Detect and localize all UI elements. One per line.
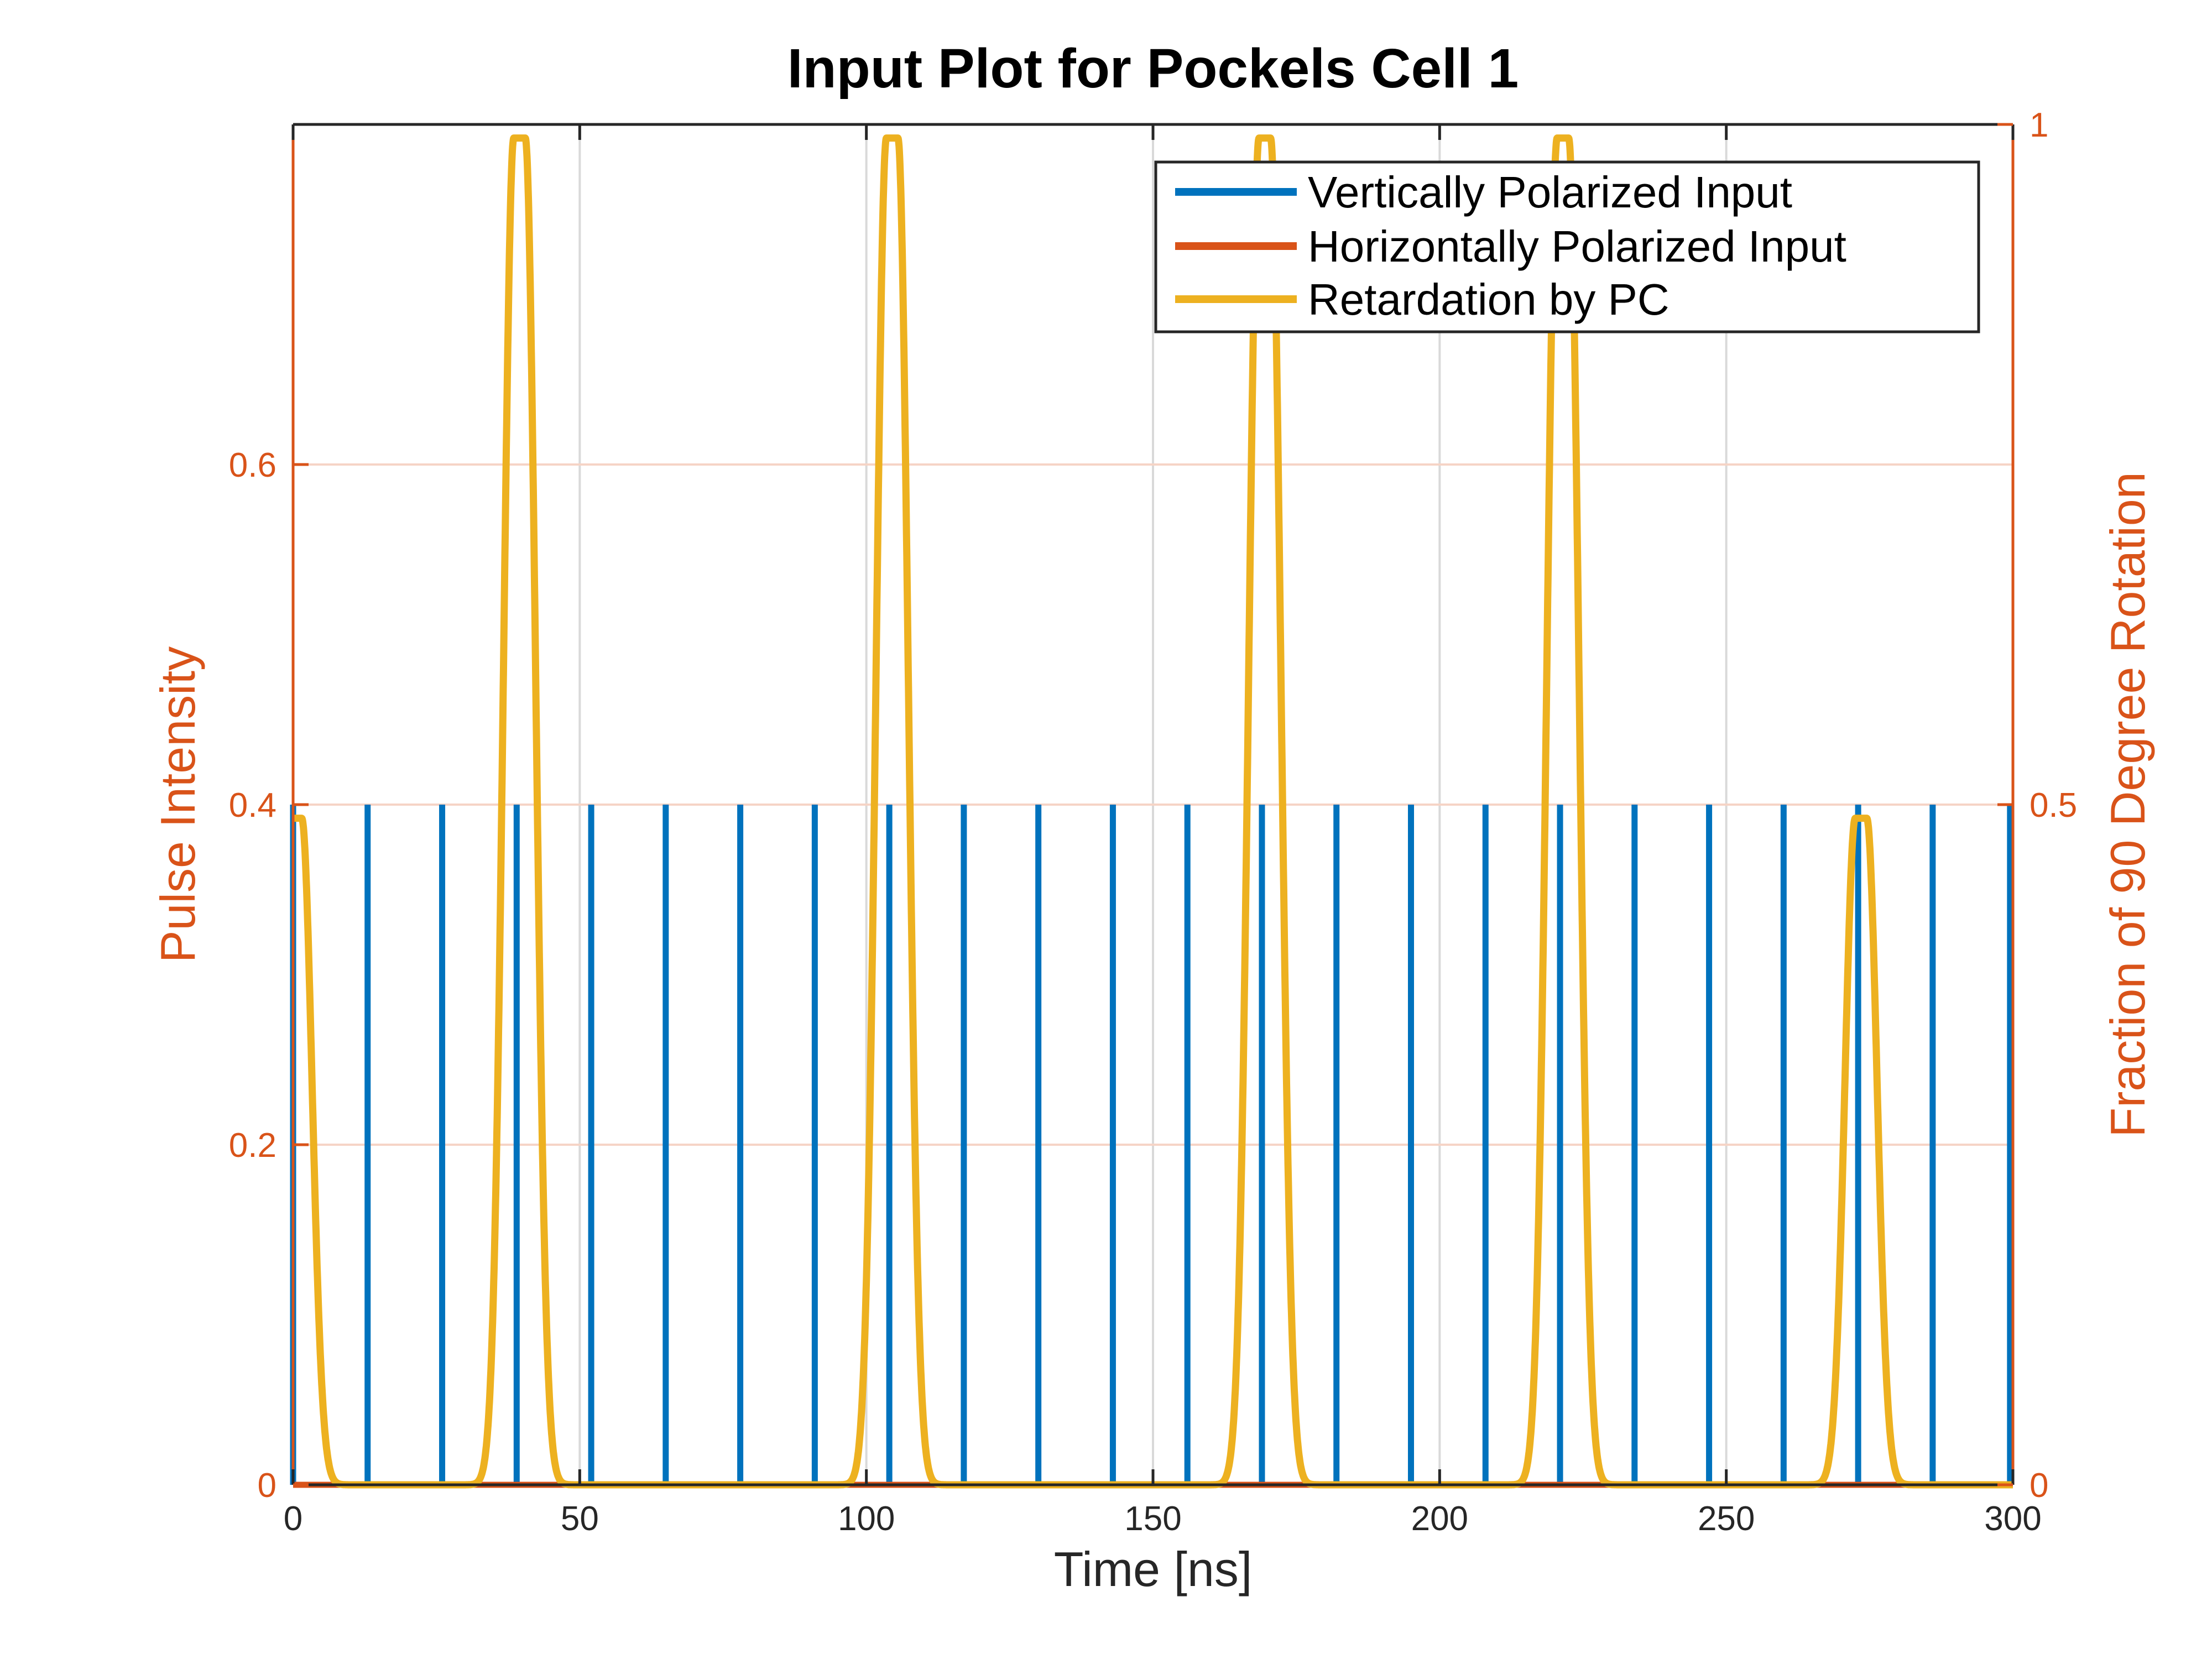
x-tick-label-4: 200: [1411, 1500, 1468, 1538]
y-tick-label-right-2: 1: [2030, 106, 2048, 144]
chart-title: Input Plot for Pockels Cell 1: [787, 38, 1519, 100]
legend-label-vertical: Vertically Polarized Input: [1308, 168, 1792, 217]
y-tick-label-right-0: 0: [2030, 1467, 2048, 1505]
legend-label-retardation: Retardation by PC: [1308, 275, 1670, 324]
y-axis-label-left: Pulse Intensity: [150, 646, 205, 963]
y-tick-label-left-1: 0.2: [229, 1126, 276, 1165]
y-tick-label-left-3: 0.6: [229, 446, 276, 484]
y-axis-label-right: Fraction of 90 Degree Rotation: [2100, 472, 2155, 1137]
legend: Vertically Polarized Input Horizontally …: [1154, 160, 1980, 333]
x-tick-label-2: 100: [838, 1500, 895, 1538]
x-tick-label-6: 300: [1984, 1500, 2041, 1538]
y-tick-label-left-0: 0: [258, 1467, 276, 1505]
x-axis-label: Time [ns]: [1054, 1542, 1253, 1597]
x-tick-label-0: 0: [284, 1500, 302, 1538]
grid-layer: [293, 124, 2013, 1485]
y-tick-label-right-1: 0.5: [2030, 786, 2077, 825]
y-tick-label-left-2: 0.4: [229, 786, 276, 825]
legend-label-horizontal: Horizontally Polarized Input: [1308, 222, 1846, 271]
x-tick-label-3: 150: [1124, 1500, 1181, 1538]
x-tick-label-1: 50: [561, 1500, 599, 1538]
x-tick-label-5: 250: [1698, 1500, 1755, 1538]
